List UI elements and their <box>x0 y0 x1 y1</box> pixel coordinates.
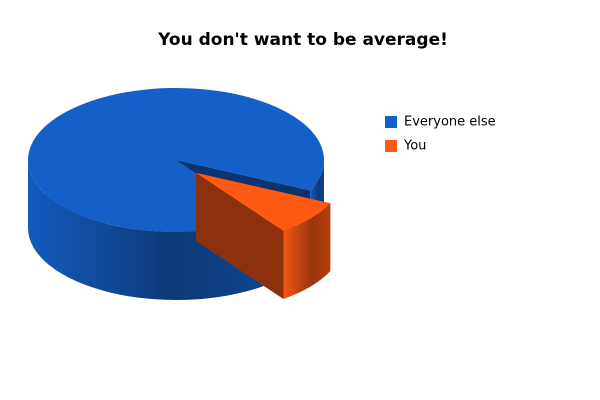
slice-top <box>196 172 331 231</box>
chart-title: You don't want to be average! <box>157 30 448 50</box>
legend-swatch <box>385 140 397 152</box>
slice-face <box>196 172 284 299</box>
slice-face-shade <box>196 172 284 299</box>
legend: Everyone else You <box>385 115 496 154</box>
slice-side-shade <box>28 160 264 300</box>
legend-swatch <box>385 116 397 128</box>
pie <box>27 87 331 300</box>
slice-top <box>27 87 325 232</box>
slice-side-shade <box>283 203 331 299</box>
slice <box>196 172 331 299</box>
legend-label: You <box>403 139 426 154</box>
legend-label: Everyone else <box>404 115 496 130</box>
